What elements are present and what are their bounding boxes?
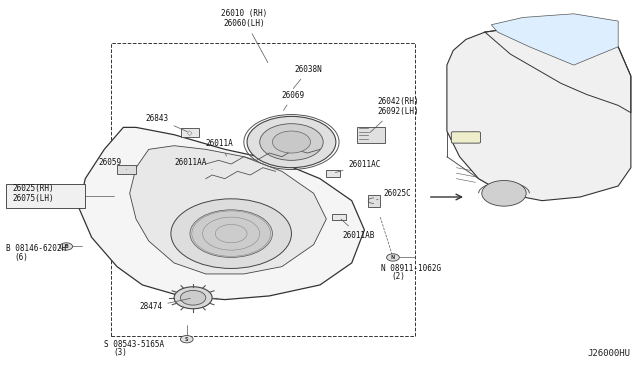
Polygon shape xyxy=(447,28,631,201)
FancyBboxPatch shape xyxy=(367,195,380,206)
Circle shape xyxy=(247,116,336,168)
Text: (2): (2) xyxy=(392,272,406,281)
Text: (3): (3) xyxy=(114,348,128,357)
Polygon shape xyxy=(130,146,326,274)
Circle shape xyxy=(180,291,206,305)
Text: 26011AC: 26011AC xyxy=(335,160,381,173)
Circle shape xyxy=(171,199,291,269)
Text: 26042(RH)
26092(LH): 26042(RH) 26092(LH) xyxy=(370,97,419,133)
Text: 26025(RH)
26075(LH): 26025(RH) 26075(LH) xyxy=(12,184,54,203)
Text: 26011AA: 26011AA xyxy=(174,158,212,170)
Text: 26069: 26069 xyxy=(282,91,305,110)
Text: 26843: 26843 xyxy=(145,114,188,132)
Text: 26038N: 26038N xyxy=(293,65,323,89)
Circle shape xyxy=(174,287,212,309)
Text: 26059: 26059 xyxy=(98,158,127,170)
FancyBboxPatch shape xyxy=(326,170,340,177)
Text: B 08146-6202H: B 08146-6202H xyxy=(6,244,66,253)
Circle shape xyxy=(273,131,310,153)
Circle shape xyxy=(60,243,72,250)
Text: 28474: 28474 xyxy=(139,298,190,311)
Text: 26025C: 26025C xyxy=(376,189,411,200)
Text: 26011A: 26011A xyxy=(206,140,234,156)
FancyBboxPatch shape xyxy=(181,128,198,137)
Text: J26000HU: J26000HU xyxy=(588,349,631,358)
FancyBboxPatch shape xyxy=(332,214,346,221)
FancyBboxPatch shape xyxy=(6,184,85,208)
Text: 26010 (RH)
26060(LH): 26010 (RH) 26060(LH) xyxy=(221,9,268,62)
Circle shape xyxy=(482,180,526,206)
Polygon shape xyxy=(79,127,364,299)
Text: (6): (6) xyxy=(14,253,28,262)
Text: N 08911-1062G: N 08911-1062G xyxy=(381,264,441,273)
Circle shape xyxy=(260,124,323,160)
Polygon shape xyxy=(492,14,618,65)
FancyBboxPatch shape xyxy=(451,132,481,143)
Text: N: N xyxy=(391,255,395,260)
Circle shape xyxy=(190,210,273,257)
Circle shape xyxy=(180,336,193,343)
Text: B: B xyxy=(65,244,68,249)
Circle shape xyxy=(387,254,399,261)
Text: S 08543-5165A: S 08543-5165A xyxy=(104,340,164,349)
Text: S: S xyxy=(185,337,189,341)
FancyBboxPatch shape xyxy=(117,165,136,174)
Text: ◇: ◇ xyxy=(188,130,193,136)
Text: 26011AB: 26011AB xyxy=(341,219,374,240)
FancyBboxPatch shape xyxy=(356,126,385,143)
